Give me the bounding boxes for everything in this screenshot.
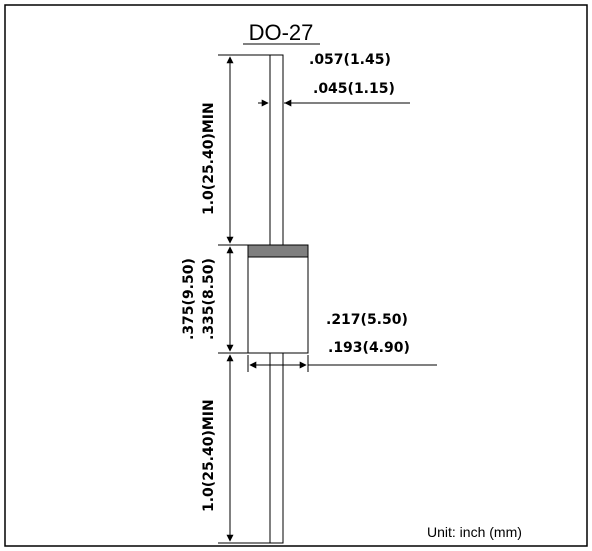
body-length-max-label: .375(9.50) xyxy=(181,258,197,340)
bottom-lead-length-label: 1.0(25.40)MIN xyxy=(201,399,217,512)
lead-diameter-min-label: .045(1.15) xyxy=(313,81,395,97)
unit-note: Unit: inch (mm) xyxy=(427,524,522,540)
top-lead xyxy=(269,54,284,246)
cathode-band xyxy=(247,244,309,258)
drawing-frame xyxy=(4,4,588,547)
lead-diameter-max-label: .057(1.45) xyxy=(309,52,391,68)
package-title: DO-27 xyxy=(249,20,314,45)
body-diameter-max-label: .217(5.50) xyxy=(326,312,408,328)
bottom-lead xyxy=(269,352,284,544)
body-diameter-min-label: .193(4.90) xyxy=(328,340,410,356)
body-length-min-label: .335(8.50) xyxy=(201,258,217,340)
top-lead-length-label: 1.0(25.40)MIN xyxy=(201,102,217,215)
diode-body xyxy=(247,244,309,354)
